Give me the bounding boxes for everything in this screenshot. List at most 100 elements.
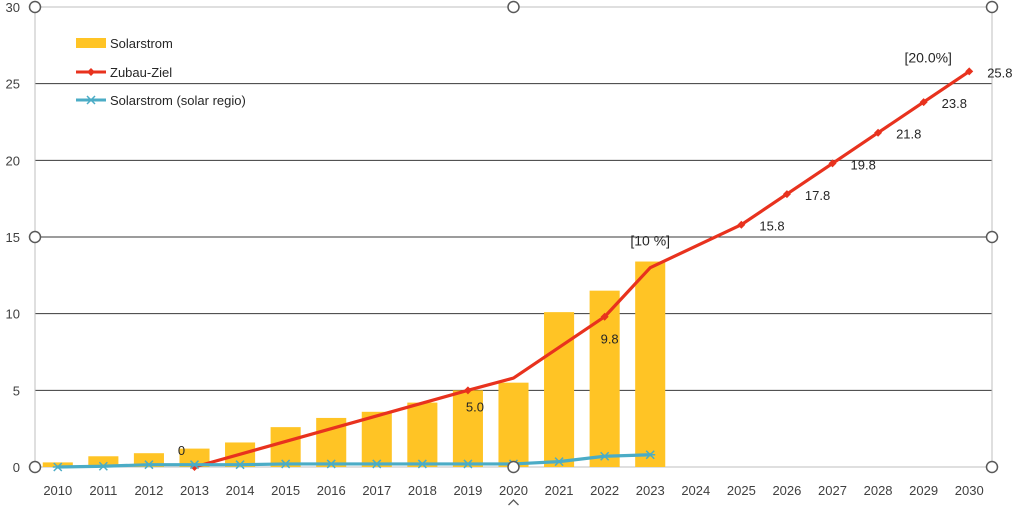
bar-2015 <box>270 427 301 467</box>
marker-solar-regio <box>235 460 246 470</box>
data-label: 19.8 <box>851 157 876 172</box>
legend: Solarstrom Zubau-Ziel Solarstrom (solar re… <box>76 36 246 108</box>
x-tick-label: 2021 <box>545 483 574 498</box>
marker-solar-regio <box>645 450 656 460</box>
x-tick-label: 2017 <box>362 483 391 498</box>
selection-handles[interactable] <box>28 0 999 506</box>
marker-zubau-ziel <box>737 220 746 229</box>
x-tick-label: 2026 <box>772 483 801 498</box>
y-tick-label: 5 <box>13 383 20 398</box>
bar-2011 <box>88 456 119 467</box>
data-label: 21.8 <box>896 127 921 142</box>
x-tick-label: 2020 <box>499 483 528 498</box>
marker-stroke <box>417 459 427 469</box>
bar-2020 <box>498 382 529 467</box>
marker-solar-regio <box>417 459 428 469</box>
bar-2013 <box>179 448 210 467</box>
marker-stroke <box>86 95 96 105</box>
marker-stroke <box>189 460 200 470</box>
line-solar-regio <box>56 453 652 469</box>
bar-2019 <box>452 390 483 467</box>
marker-solar-regio <box>52 462 63 472</box>
annotation: [10 %] <box>630 233 670 249</box>
x-tick-label: 2024 <box>681 483 710 498</box>
resize-handle[interactable] <box>28 460 42 474</box>
x-tick-label: 2027 <box>818 483 847 498</box>
marker-zubau-ziel <box>600 312 609 321</box>
resize-handle[interactable] <box>985 230 999 244</box>
legend-label: Zubau-Ziel <box>110 65 172 80</box>
bar-2017 <box>361 411 392 467</box>
marker-solar-regio <box>599 451 610 461</box>
data-label: 0 <box>178 443 185 458</box>
x-tick-label: 2023 <box>636 483 665 498</box>
marker-stroke <box>53 462 63 472</box>
x-tick-label: 2029 <box>909 483 938 498</box>
marker-zubau-ziel <box>874 128 883 137</box>
annotation: [20.0%] <box>904 49 951 65</box>
marker-solar-regio <box>326 459 337 469</box>
y-tick-label: 30 <box>6 0 20 15</box>
y-tick-label: 25 <box>6 77 20 92</box>
marker-zubau-ziel <box>965 67 974 76</box>
bar-2010 <box>42 462 73 467</box>
chevron-up-icon[interactable] <box>508 499 519 506</box>
bar-2023 <box>635 261 666 467</box>
marker-stroke <box>600 451 610 461</box>
data-label: 5.0 <box>466 399 484 414</box>
marker-stroke <box>235 460 245 470</box>
x-tick-label: 2022 <box>590 483 619 498</box>
x-tick-label: 2028 <box>864 483 893 498</box>
marker-zubau-ziel <box>919 98 928 107</box>
marker-stroke <box>144 460 154 470</box>
legend-marker-zubau-ziel <box>87 68 95 76</box>
resize-handle[interactable] <box>985 460 999 474</box>
x-tick-label: 2010 <box>43 483 72 498</box>
x-tick-label: 2011 <box>89 483 117 498</box>
data-label: 25.8 <box>987 65 1012 80</box>
resize-handle[interactable] <box>28 0 42 14</box>
data-labels: 0 5.0 9.8 15.8 17.8 19.8 21.8 23.8 25.8 [10 %] [20… <box>178 49 1013 458</box>
x-tick-label: 2025 <box>727 483 756 498</box>
marker-stroke <box>554 457 564 467</box>
resize-handle[interactable] <box>507 0 520 14</box>
x-tick-label: 2030 <box>955 483 984 498</box>
data-label: 15.8 <box>759 219 784 234</box>
bar-2018 <box>407 402 438 467</box>
line-zubau-ziel <box>192 69 971 469</box>
marker-stroke <box>645 450 655 460</box>
data-label: 9.8 <box>601 332 619 347</box>
marker-stroke <box>326 459 336 469</box>
x-tick-label: 2013 <box>180 483 209 498</box>
data-label: 23.8 <box>942 96 967 111</box>
x-tick-label: 2018 <box>408 483 437 498</box>
bar-2021 <box>544 312 575 467</box>
marker-solar-regio <box>280 459 291 469</box>
marker-zubau-ziel <box>463 386 472 395</box>
marker-stroke <box>281 459 291 469</box>
resize-handle[interactable] <box>28 230 42 244</box>
data-label: 17.8 <box>805 188 830 203</box>
legend-marker-solar-regio <box>86 95 96 105</box>
marker-solar-regio <box>371 459 382 469</box>
x-tick-label: 2019 <box>453 483 482 498</box>
y-tick-label: 15 <box>6 230 20 245</box>
gridlines <box>34 6 993 468</box>
marker-zubau-ziel <box>828 159 837 168</box>
resize-handle[interactable] <box>985 0 999 14</box>
legend-swatch-solarstrom <box>76 38 106 48</box>
marker-solar-regio <box>143 460 154 470</box>
marker-stroke <box>98 461 108 471</box>
marker-solar-regio <box>462 459 473 469</box>
marker-solar-regio <box>98 461 109 471</box>
resize-handle[interactable] <box>507 460 520 474</box>
bars-solarstrom <box>42 261 666 467</box>
marker-zubau-ziel <box>782 190 791 199</box>
marker-solar-regio <box>189 460 200 470</box>
x-tick-label: 2012 <box>134 483 163 498</box>
y-tick-label: 20 <box>6 153 20 168</box>
y-tick-label: 10 <box>6 307 20 322</box>
legend-label: Solarstrom (solar regio) <box>110 93 246 108</box>
